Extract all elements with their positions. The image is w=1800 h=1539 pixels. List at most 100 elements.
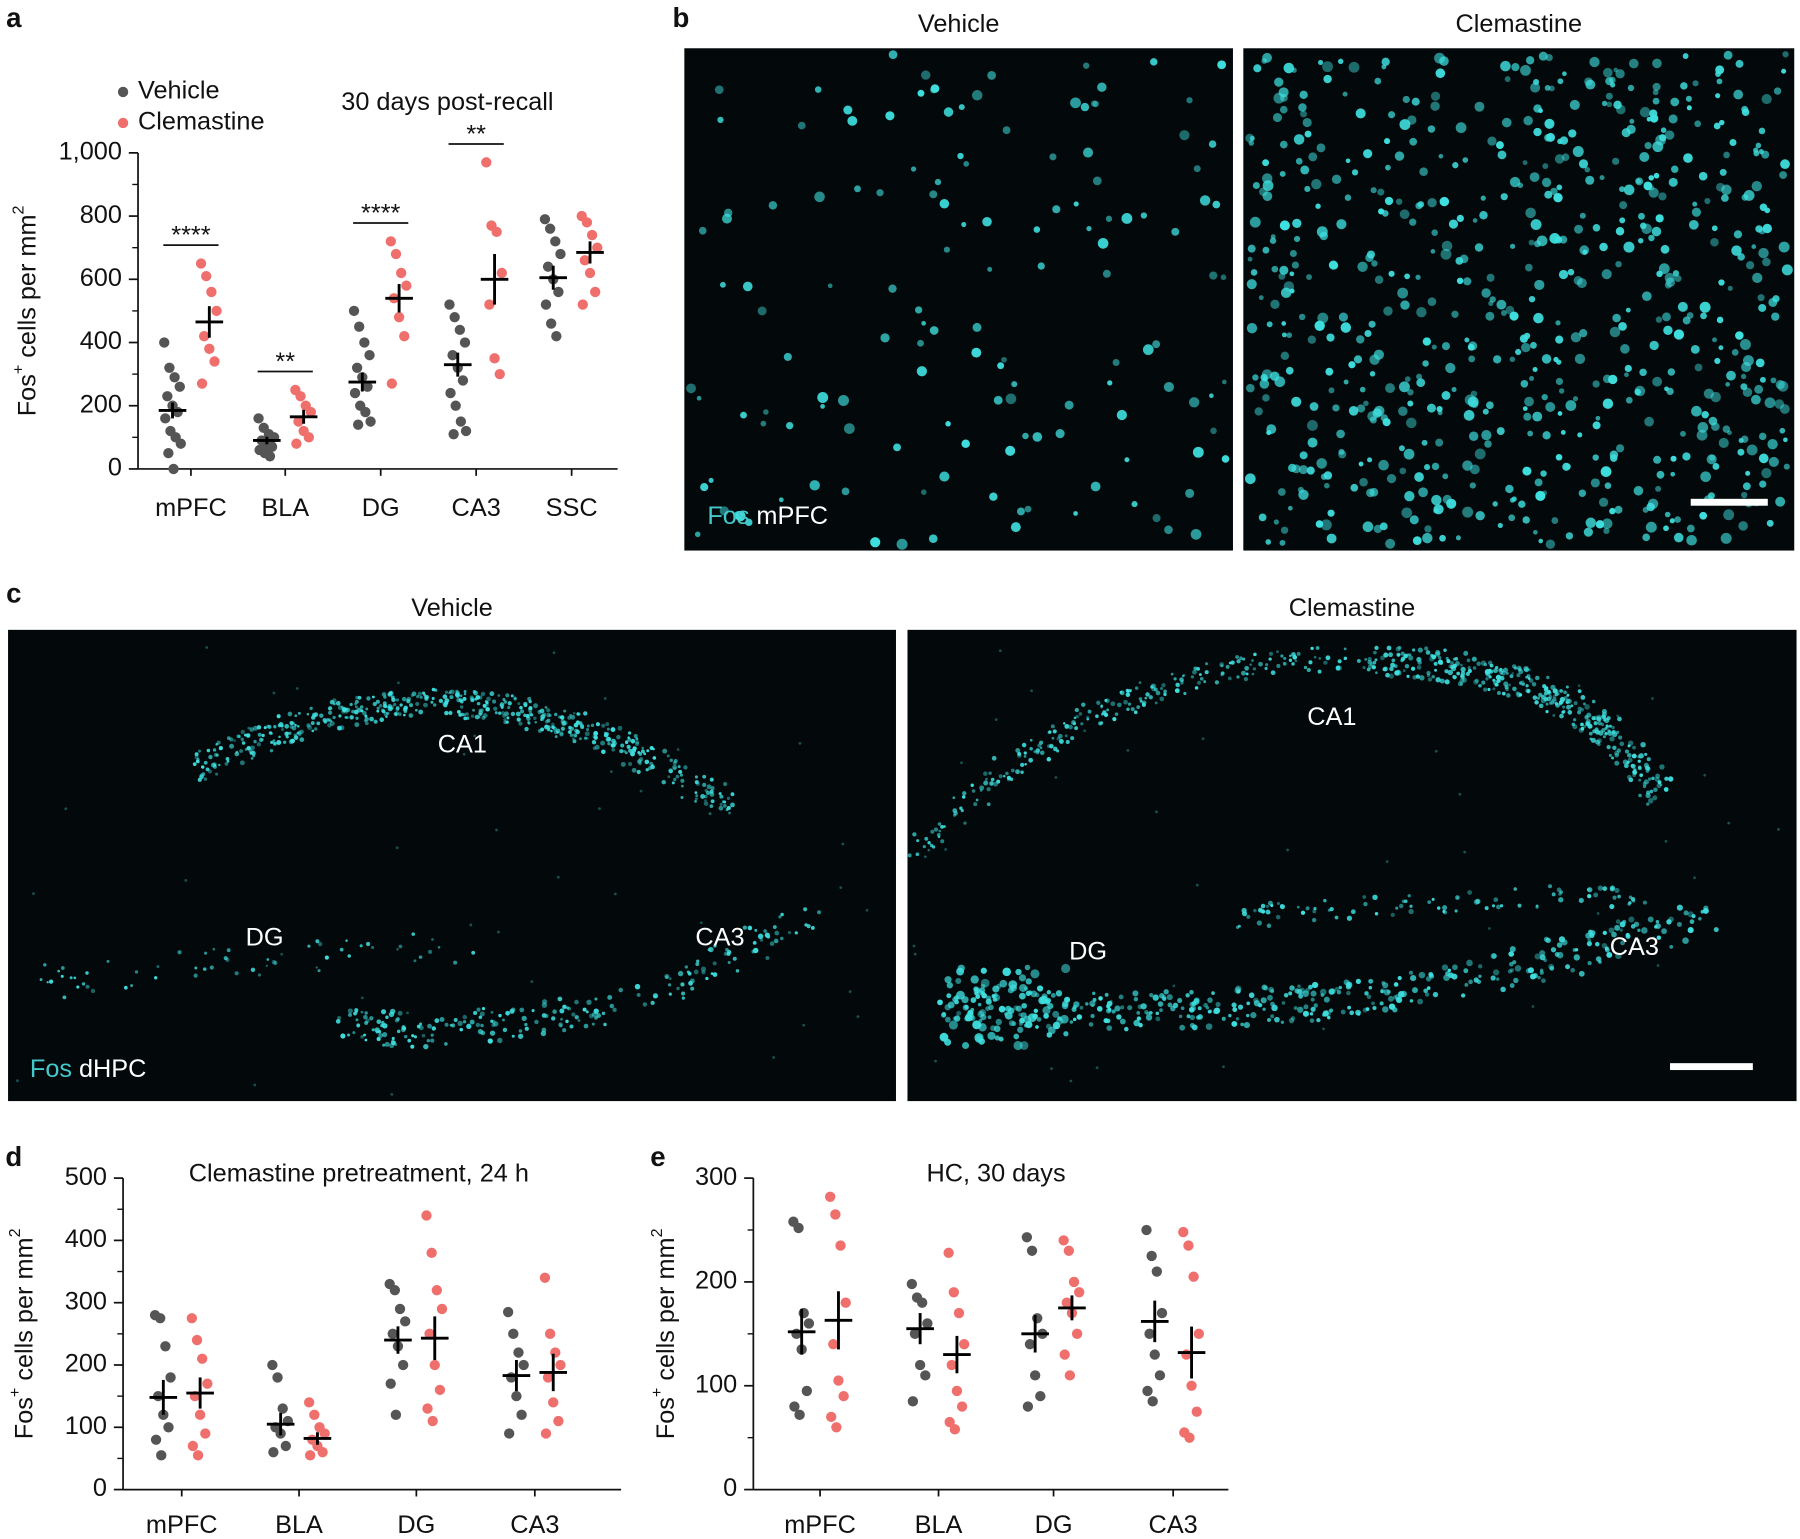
cell-dot xyxy=(1288,654,1292,658)
y-tick-label: 200 xyxy=(65,1350,107,1378)
cell-dot xyxy=(1455,257,1464,265)
cell-dot xyxy=(1017,752,1022,756)
cell-dot xyxy=(1536,696,1541,700)
cell-dot xyxy=(1057,733,1063,739)
cell-dot xyxy=(607,741,611,746)
cell-dot xyxy=(1141,702,1146,707)
cell-dot xyxy=(1522,160,1528,166)
cell-dot xyxy=(601,749,606,755)
data-point xyxy=(421,1210,432,1221)
data-point xyxy=(922,1318,933,1329)
cell-dot xyxy=(1565,685,1569,689)
cell-dot xyxy=(64,807,68,811)
cell-dot xyxy=(1209,393,1214,399)
cell-dot xyxy=(1606,745,1611,750)
y-tick-label: 500 xyxy=(65,1163,107,1191)
cell-dot xyxy=(1431,494,1442,506)
cell-dot xyxy=(939,471,950,482)
cell-dot xyxy=(700,794,706,799)
cell-dot xyxy=(1437,656,1442,660)
cell-dot xyxy=(584,731,590,737)
cell-dot xyxy=(1633,921,1640,927)
cell-dot xyxy=(1412,675,1417,680)
cell-dot xyxy=(1081,702,1086,707)
cell-dot xyxy=(1024,762,1027,766)
cell-dot xyxy=(1530,82,1541,93)
cell-dot xyxy=(1393,982,1399,987)
cell-dot xyxy=(1136,1011,1141,1015)
cell-dot xyxy=(462,1020,467,1024)
data-point xyxy=(164,362,175,373)
cell-dot xyxy=(424,696,429,701)
cell-dot xyxy=(200,765,205,769)
cell-dot xyxy=(403,713,406,717)
cell-dot xyxy=(1289,271,1295,277)
y-tick-label: 400 xyxy=(65,1225,107,1253)
cell-dot xyxy=(686,383,696,394)
cell-dot xyxy=(718,805,724,811)
cell-dot xyxy=(299,737,305,742)
cell-dot xyxy=(1173,677,1177,681)
cell-dot xyxy=(1298,465,1308,475)
cell-dot xyxy=(1463,410,1475,421)
cell-dot xyxy=(1609,885,1616,891)
data-point xyxy=(401,280,412,291)
cell-dot xyxy=(1280,526,1289,534)
cell-dot xyxy=(1362,521,1374,533)
cell-dot xyxy=(504,711,509,717)
cell-dot xyxy=(1033,226,1041,233)
data-point xyxy=(352,419,364,430)
cell-dot xyxy=(209,965,214,970)
cell-dot xyxy=(1646,802,1650,806)
cell-dot xyxy=(649,761,654,766)
cell-dot xyxy=(1713,122,1721,130)
cell-dot xyxy=(1518,693,1523,697)
cell-dot xyxy=(854,185,861,193)
cell-dot xyxy=(1715,71,1721,77)
cell-dot xyxy=(1030,990,1038,998)
cell-dot xyxy=(276,714,281,719)
cell-dot xyxy=(1541,978,1546,984)
cell-dot xyxy=(604,731,610,737)
cell-dot xyxy=(1047,731,1051,735)
cell-dot xyxy=(1159,696,1165,702)
cell-dot xyxy=(546,718,551,723)
cell-dot xyxy=(1015,1005,1022,1012)
cell-dot xyxy=(1308,984,1313,990)
cell-dot xyxy=(1177,998,1183,1004)
cell-dot xyxy=(1658,192,1667,201)
cell-dot xyxy=(431,938,434,941)
cell-dot xyxy=(375,699,380,704)
cell-dot xyxy=(1368,978,1374,984)
cell-dot xyxy=(1767,438,1778,450)
data-point xyxy=(400,1316,411,1327)
cell-dot xyxy=(1645,792,1651,799)
data-point xyxy=(1029,1370,1041,1381)
cell-dot xyxy=(1300,165,1310,175)
cell-dot xyxy=(1751,244,1757,249)
cell-dot xyxy=(1538,538,1544,544)
cell-dot xyxy=(1228,1013,1232,1018)
cell-dot xyxy=(1532,695,1538,700)
cell-dot xyxy=(980,967,987,974)
cell-dot xyxy=(701,970,706,975)
cell-dot xyxy=(1105,215,1113,222)
cell-dot xyxy=(259,737,264,743)
cell-dot xyxy=(1126,748,1130,752)
cell-dot xyxy=(423,702,428,708)
region-name: dHPC xyxy=(79,1055,146,1083)
cell-dot xyxy=(1740,435,1749,443)
cell-dot xyxy=(1534,279,1545,291)
cell-dot xyxy=(985,995,992,1001)
cell-dot xyxy=(1065,740,1070,744)
cell-dot xyxy=(1002,967,1012,977)
cell-dot xyxy=(1710,391,1721,403)
cell-dot xyxy=(1089,1000,1096,1007)
cell-dot xyxy=(1573,718,1577,722)
cell-dot xyxy=(1450,661,1454,665)
cell-dot xyxy=(1366,488,1375,498)
data-point xyxy=(303,1397,315,1408)
cell-dot xyxy=(1357,261,1368,272)
cell-dot xyxy=(1127,1005,1133,1011)
cell-dot xyxy=(1612,895,1617,900)
